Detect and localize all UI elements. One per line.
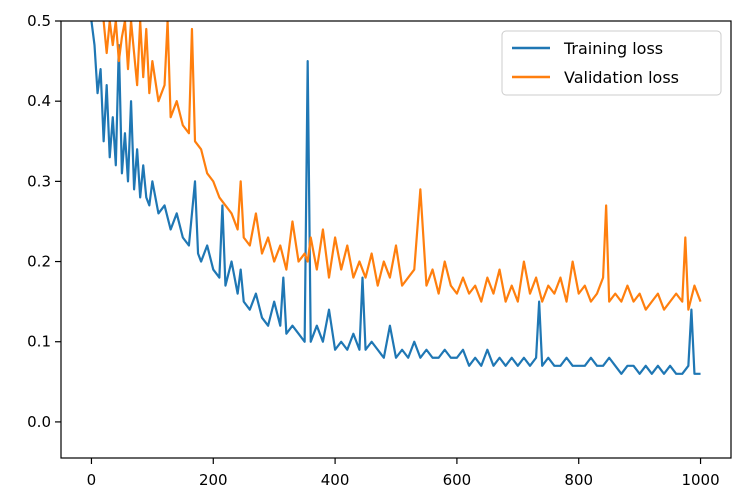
- y-tick-label: 0.5: [27, 12, 51, 30]
- x-tick-label: 800: [564, 471, 593, 489]
- x-tick-label: 400: [321, 471, 350, 489]
- legend: Training loss Validation loss: [501, 30, 722, 96]
- y-axis: 0.0 0.1 0.2 0.3 0.4 0.5: [27, 12, 61, 431]
- x-tick-label: 600: [443, 471, 472, 489]
- x-tick-label: 0: [87, 471, 97, 489]
- y-tick-label: 0.1: [27, 333, 51, 351]
- legend-label-0: Training loss: [563, 39, 663, 58]
- y-tick-label: 0.3: [27, 172, 51, 190]
- y-tick-label: 0.2: [27, 253, 51, 271]
- plot-frame: [60, 20, 732, 459]
- legend-label-1: Validation loss: [564, 68, 679, 87]
- x-axis: 0 200 400 600 800 1000: [87, 458, 720, 489]
- x-tick-label: 200: [199, 471, 228, 489]
- legend-box: [501, 30, 722, 96]
- series-layer: [90, 21, 702, 375]
- y-tick-label: 0.4: [27, 92, 51, 110]
- series-line-0: [90, 21, 701, 375]
- series-line-1: [102, 21, 702, 311]
- y-tick-label: 0.0: [27, 413, 51, 431]
- x-tick-label: 1000: [681, 471, 719, 489]
